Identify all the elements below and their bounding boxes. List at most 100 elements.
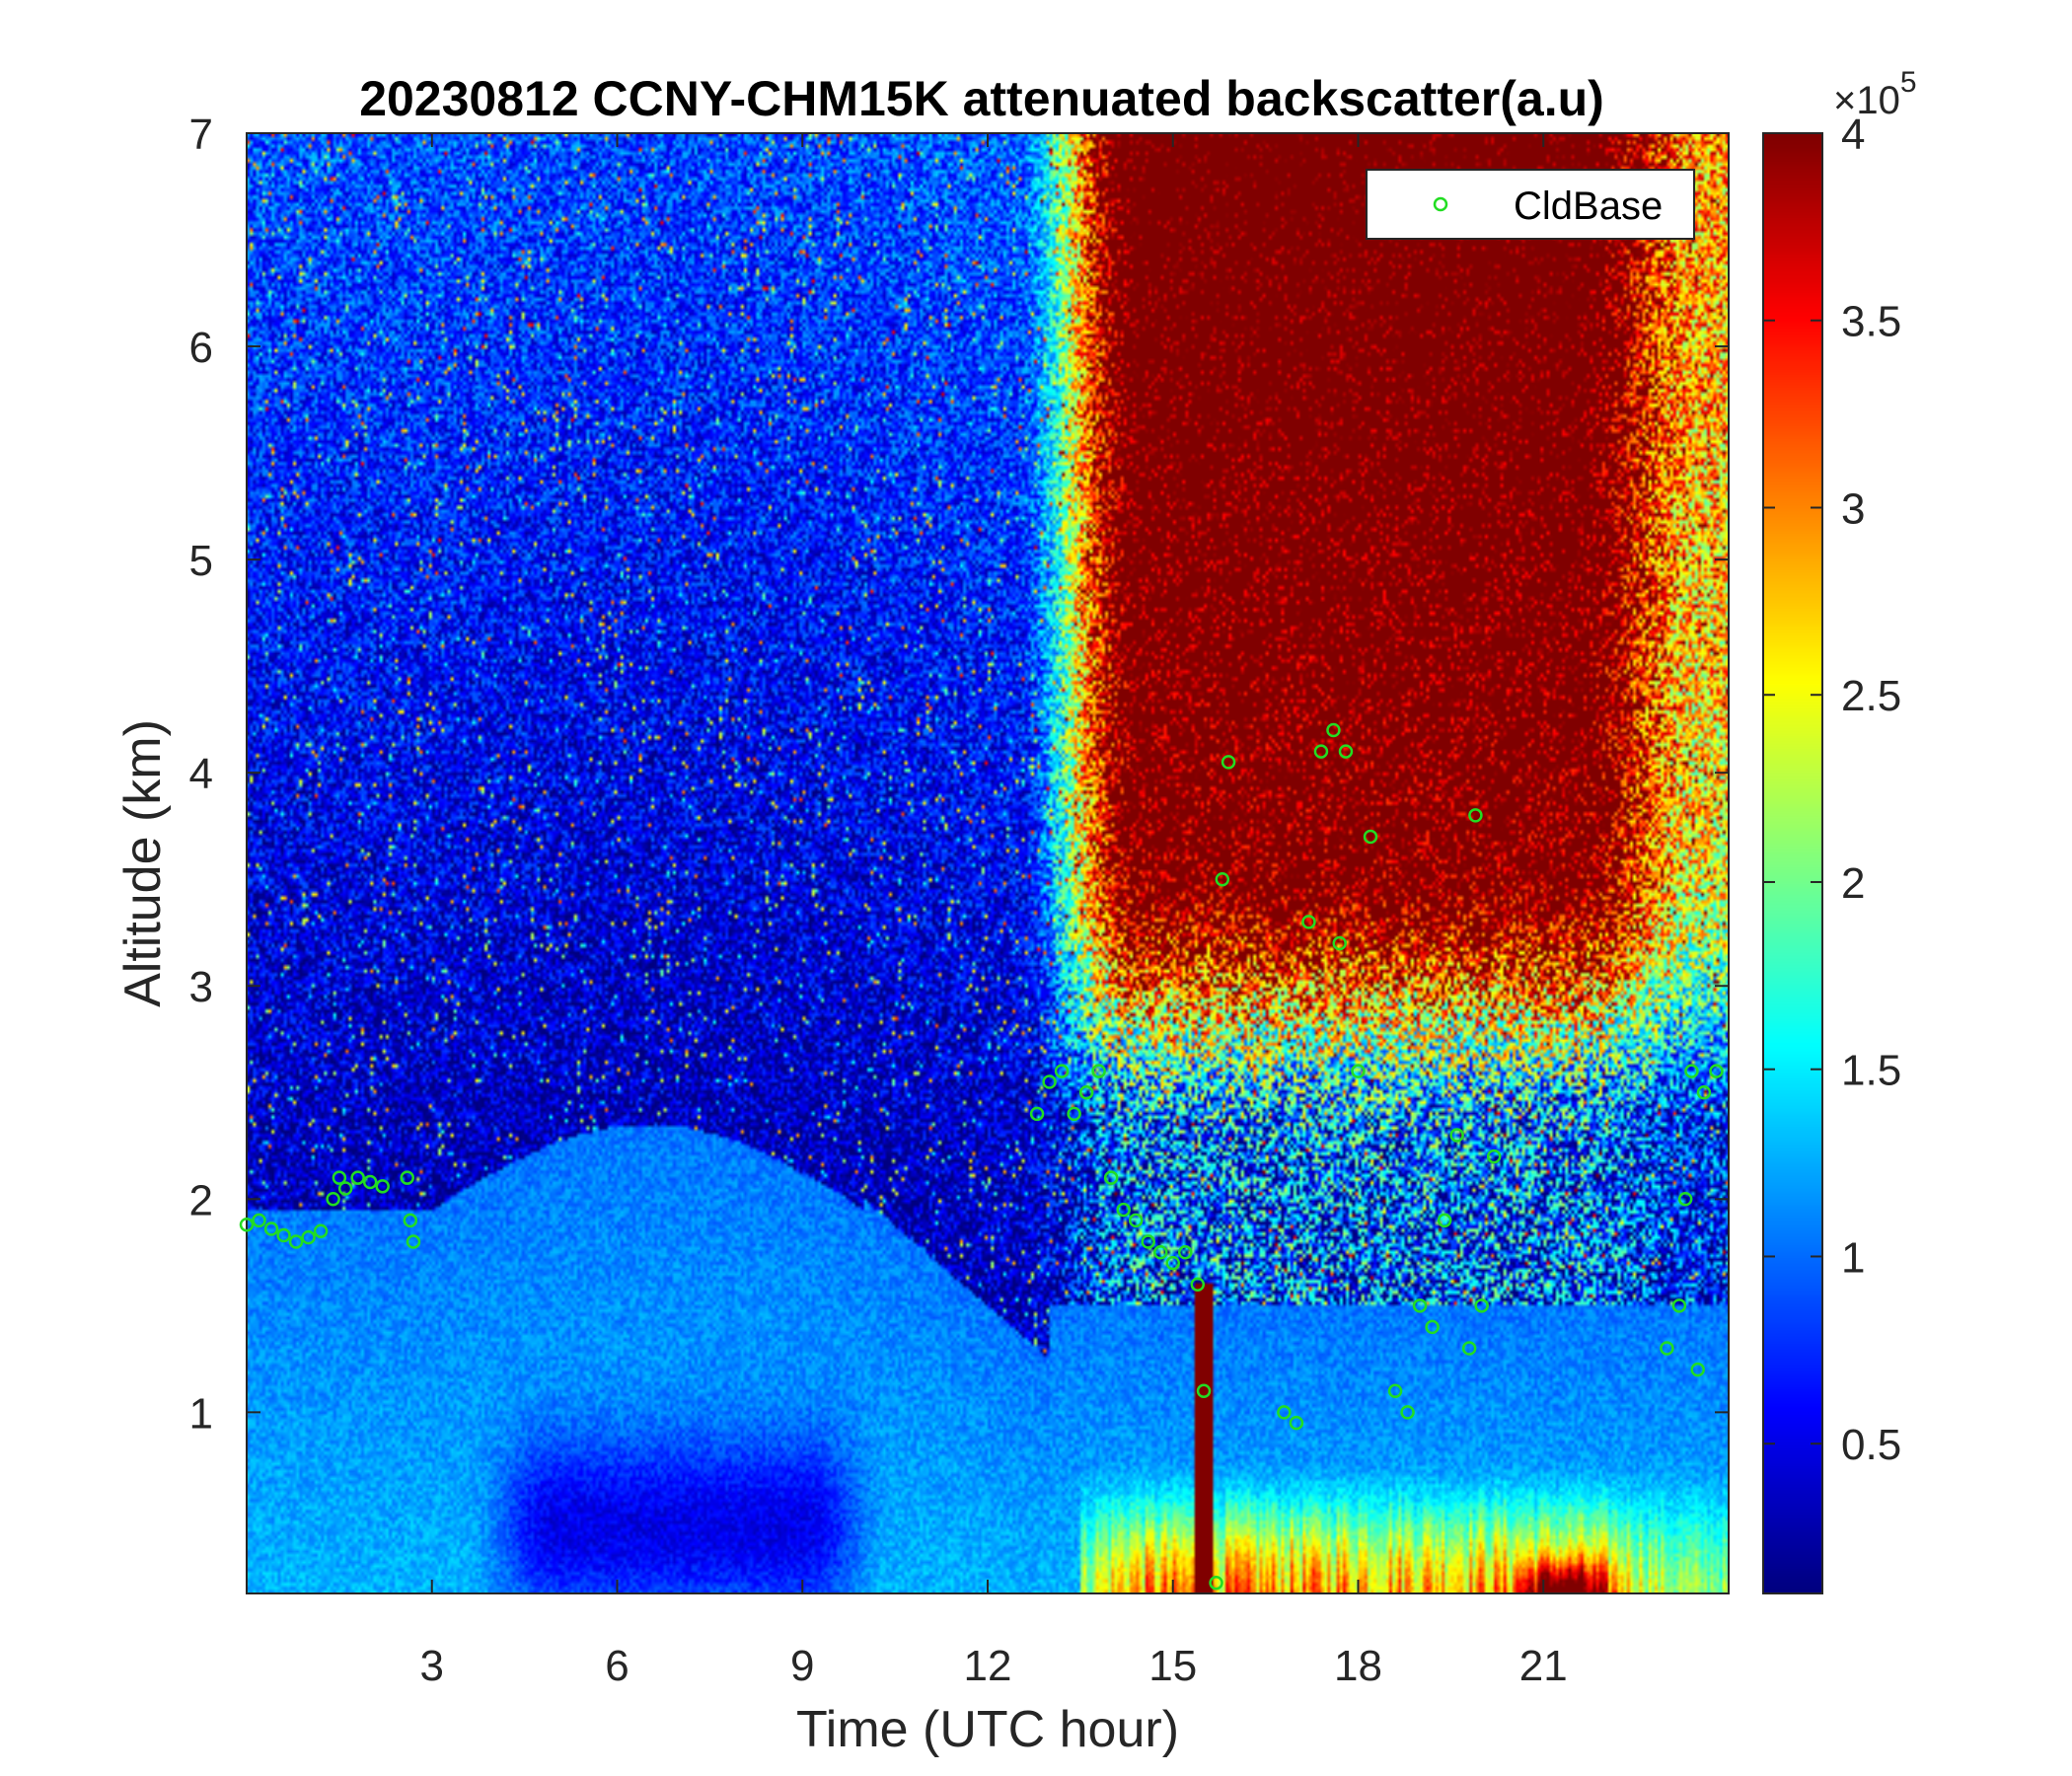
cloud-base-point — [1684, 1064, 1699, 1078]
legend-box — [1366, 169, 1695, 240]
cloud-base-point — [1351, 1064, 1366, 1078]
x-tick-label: 15 — [1148, 1642, 1197, 1690]
cloud-base-point — [1141, 1234, 1155, 1249]
cloud-base-point — [301, 1229, 316, 1245]
cloud-base-point — [1709, 1064, 1724, 1078]
y-tick-label: 7 — [189, 111, 213, 159]
cloud-base-point — [403, 1213, 418, 1228]
colorbar-tick-label: 4 — [1841, 111, 1865, 159]
cloud-base-point — [1332, 935, 1347, 951]
cloud-base-point — [1690, 1362, 1705, 1377]
cloud-base-point — [1461, 1341, 1477, 1356]
x-tick-label: 12 — [964, 1642, 1012, 1690]
colorbar-tick-label: 2.5 — [1841, 672, 1901, 720]
cloud-base-point — [406, 1234, 421, 1249]
cloud-base-point — [1091, 1064, 1106, 1078]
colorbar-exponent-power: 5 — [1900, 66, 1917, 99]
x-axis: 3 6 9 12 15 18 21 — [420, 133, 1568, 1690]
y-tick-label: 2 — [189, 1176, 213, 1224]
x-tick-label: 6 — [605, 1642, 629, 1690]
colorbar-frame — [1762, 132, 1823, 1594]
y-tick-label: 5 — [189, 537, 213, 585]
y-axis-label: Altitude (km) — [114, 719, 172, 1007]
colorbar-tick-label: 1 — [1841, 1233, 1865, 1282]
cloud-base-point — [263, 1221, 279, 1236]
legend-marker-cldbase — [1433, 196, 1448, 212]
colorbar-exponent: ×105 — [1833, 66, 1917, 122]
y-tick-label: 6 — [189, 324, 213, 372]
cloud-base-point — [350, 1170, 365, 1185]
cloud-base-point — [362, 1174, 378, 1190]
cloud-base-point — [1474, 1298, 1489, 1313]
colorbar-ticks: 0.5 1 1.5 2 2.5 3 3.5 4 — [1763, 111, 1901, 1469]
cloud-base-point — [1165, 1255, 1180, 1271]
cloud-base-point — [288, 1234, 304, 1249]
colorbar-tick-label: 3 — [1841, 484, 1865, 533]
cloud-base-point — [1338, 744, 1354, 759]
legend: CldBase — [1366, 169, 1695, 240]
y-axis: 1 2 3 4 5 6 7 — [189, 111, 1729, 1438]
cloud-base-point — [1196, 1383, 1212, 1398]
cloud-base-point — [1190, 1277, 1206, 1292]
cloud-base-point — [1425, 1319, 1440, 1335]
cloud-base-point — [252, 1213, 266, 1228]
cloud-base-point — [332, 1170, 347, 1185]
plot-area — [246, 132, 1730, 1594]
x-axis-label: Time (UTC hour) — [796, 1701, 1179, 1758]
cloud-base-point — [1677, 1192, 1693, 1207]
cloud-base-point — [1029, 1106, 1045, 1122]
cloud-base-point — [1400, 1405, 1415, 1420]
colorbar-tick-label: 1.5 — [1841, 1047, 1901, 1095]
cloud-base-point — [1116, 1202, 1131, 1218]
cloud-base-point — [1696, 1085, 1712, 1100]
cloud-base-point — [1387, 1383, 1403, 1398]
cloud-base-point — [1067, 1106, 1081, 1122]
cloud-base-point — [1221, 755, 1236, 770]
cloud-base-point — [1437, 1213, 1452, 1228]
cloud-base-point — [1054, 1064, 1070, 1078]
chart-title: 20230812 CCNY-CHM15K attenuated backscat… — [359, 71, 1604, 126]
cloud-base-point — [1412, 1298, 1428, 1313]
y-tick-label: 3 — [189, 963, 213, 1011]
cloud-base-point — [1449, 1128, 1464, 1143]
x-tick-label: 9 — [790, 1642, 814, 1690]
cloud-base-point — [337, 1181, 353, 1196]
cloud-base-point — [1468, 808, 1483, 823]
cloud-base-point — [313, 1223, 329, 1238]
cloud-base-point — [1277, 1405, 1292, 1420]
cloud-base-point — [1313, 744, 1329, 759]
cloud-base-point — [239, 1217, 255, 1232]
cloud-base-point — [1363, 829, 1378, 845]
cloud-base-point — [1671, 1298, 1687, 1313]
y-tick-label: 4 — [189, 750, 213, 798]
y-tick-label: 1 — [189, 1389, 213, 1438]
colorbar: 0.5 1 1.5 2 2.5 3 3.5 4 ×105 — [1762, 66, 1917, 1594]
cloud-base-point — [1042, 1074, 1057, 1089]
cloud-base-point — [1326, 722, 1341, 738]
colorbar-tick-label: 2 — [1841, 859, 1865, 908]
cloud-base-point — [1301, 915, 1316, 929]
cloud-base-point — [326, 1192, 340, 1207]
cloud-base-point — [1152, 1245, 1168, 1260]
legend-label-cldbase: CldBase — [1514, 185, 1663, 228]
cloud-base-points — [239, 722, 1724, 1591]
cloud-base-point — [1660, 1341, 1674, 1356]
cloud-base-point — [1486, 1148, 1502, 1164]
colorbar-tick-label: 0.5 — [1841, 1421, 1901, 1469]
cloud-base-point — [1103, 1170, 1119, 1185]
cloud-base-point — [1078, 1085, 1094, 1100]
cloud-base-point — [400, 1170, 414, 1185]
colorbar-tick-label: 3.5 — [1841, 298, 1901, 346]
cloud-base-point — [1215, 871, 1230, 887]
x-tick-label: 18 — [1334, 1642, 1382, 1690]
cloud-base-point — [1289, 1415, 1304, 1431]
cloud-base-point — [1209, 1575, 1223, 1591]
x-tick-label: 3 — [420, 1642, 444, 1690]
cloud-base-point — [375, 1179, 390, 1194]
cloud-base-point — [1178, 1245, 1193, 1260]
colorbar-gradient — [1763, 133, 1822, 1593]
cloud-base-point — [1128, 1213, 1144, 1228]
cloud-base-point — [276, 1227, 291, 1243]
colorbar-exponent-base: ×10 — [1833, 79, 1900, 122]
